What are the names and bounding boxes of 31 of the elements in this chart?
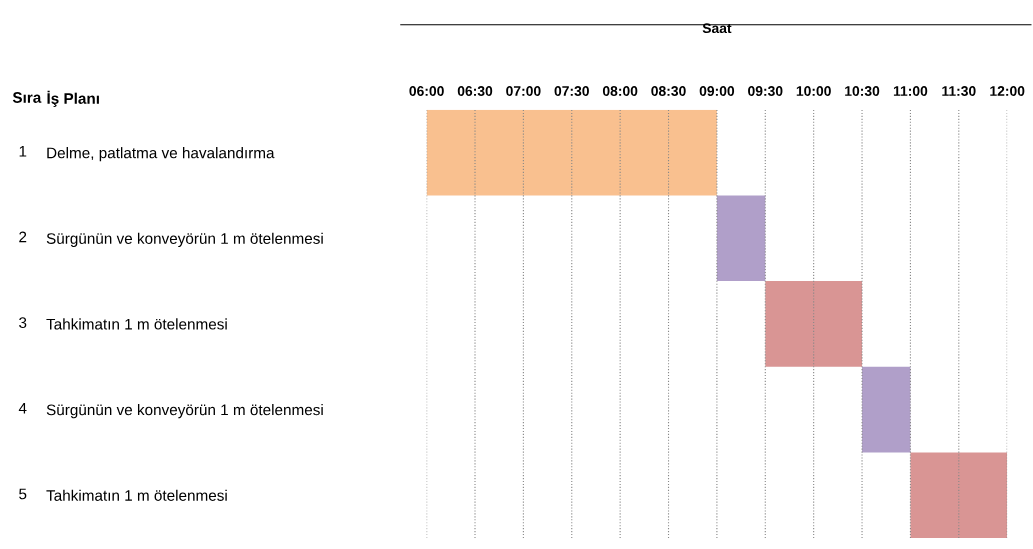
y-tick-label: Sürgünün ve konveyörün 1 m ötelenmesi [46, 404, 323, 419]
x-tick-label: 07:00 [506, 86, 541, 96]
y-tick-label: Delme, patlatma ve havalandırma [47, 147, 275, 162]
x-tick-label: 11:30 [942, 86, 976, 96]
bar [910, 452, 1008, 539]
x-tick-label: 08:30 [651, 86, 686, 96]
text: Sıra [12, 92, 42, 103]
text: İş Planı [47, 90, 99, 107]
text: 1 [19, 146, 27, 157]
x-tick-label: 07:30 [554, 86, 589, 96]
text: 3 [19, 317, 27, 329]
bar [765, 281, 863, 367]
y-tick-label: Tahkimatın 1 m ötelenmesi [46, 489, 227, 501]
bar [716, 195, 766, 282]
text: 2 [19, 231, 27, 243]
x-tick-label: 06:30 [457, 86, 493, 96]
x-tick-label: 09:30 [748, 86, 783, 96]
x-tick-label: 09:00 [699, 86, 735, 96]
x-axis-title: Saat [702, 23, 732, 34]
bar [862, 366, 911, 453]
bar [426, 109, 717, 196]
text: 4 [18, 402, 27, 414]
y-tick-label: Sürgünün ve konveyörün 1 m ötelenmesi [46, 232, 323, 247]
y-tick-label: Tahkimatın 1 m ötelenmesi [46, 318, 227, 330]
x-tick-label: 11:00 [893, 86, 928, 96]
x-tick-label: 08:00 [602, 86, 638, 96]
x-tick-label: 10:00 [796, 86, 831, 96]
x-tick-label: 12:00 [990, 86, 1025, 96]
text: 5 [19, 488, 27, 500]
x-tick-label: 10:30 [845, 86, 880, 96]
x-tick-label: 06:00 [409, 86, 444, 96]
